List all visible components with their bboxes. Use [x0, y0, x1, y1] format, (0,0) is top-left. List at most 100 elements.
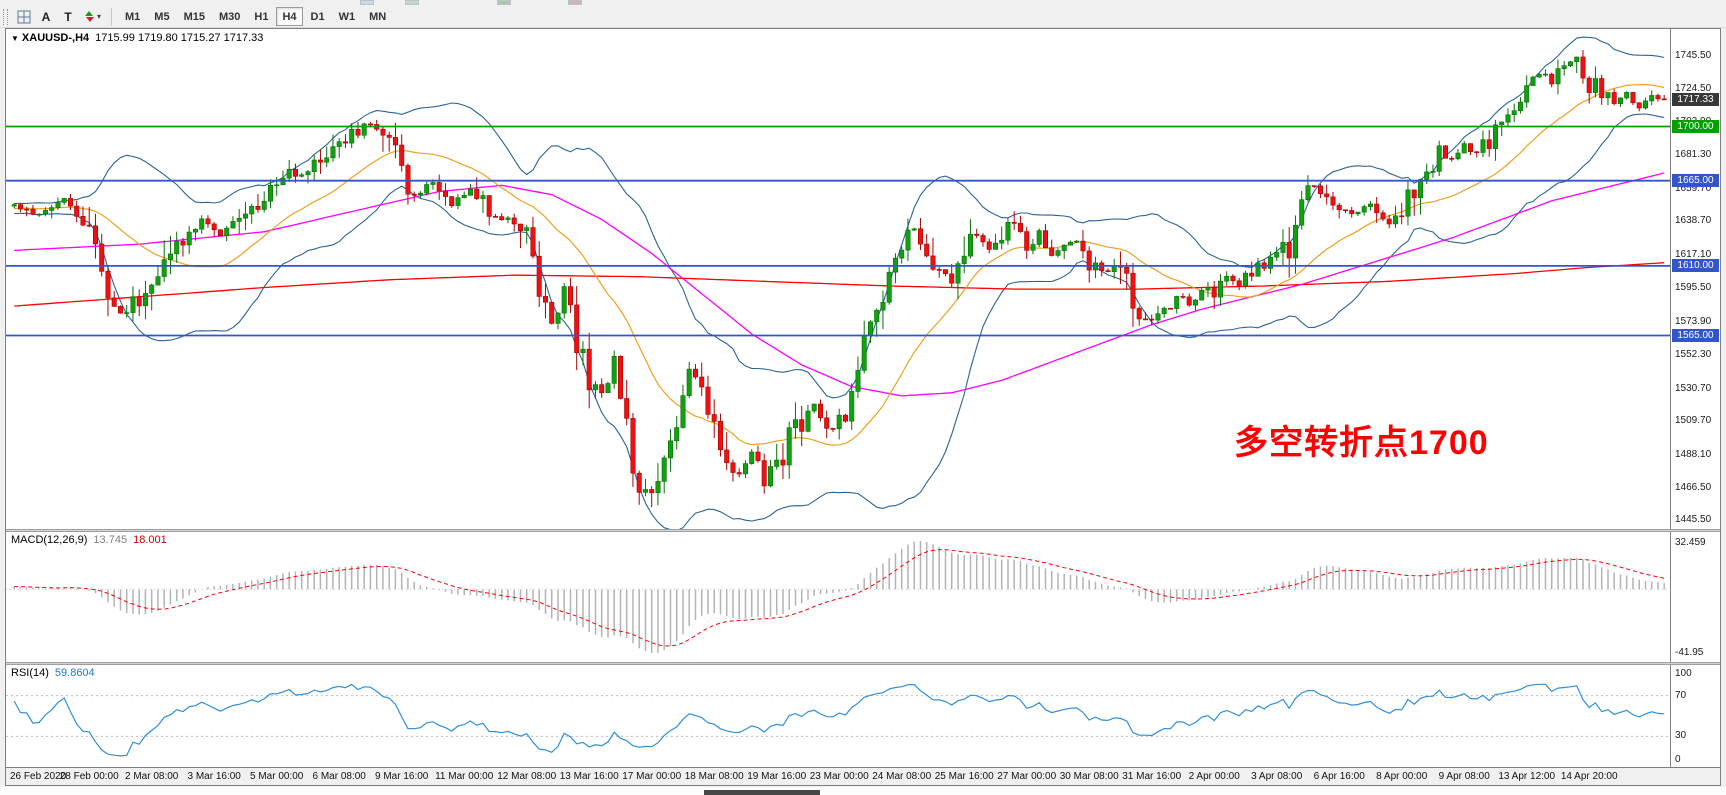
timeframe-button-m1[interactable]: M1: [119, 7, 146, 26]
rsi-axis-tick: 100: [1675, 668, 1692, 679]
timeframe-button-h1[interactable]: H1: [248, 7, 274, 26]
macd-axis-tick: 32.459: [1675, 537, 1706, 548]
price-axis-tick: 1466.50: [1675, 481, 1712, 493]
toolbar-separator: [111, 7, 113, 26]
time-axis-label: 18 Mar 08:00: [684, 771, 744, 782]
moving-averages: [14, 83, 1665, 446]
macd-name: MACD(12,26,9): [11, 534, 88, 546]
price-tag-1565.00: 1565.00: [1672, 329, 1719, 342]
rsi-label: RSI(14) 59.8604: [11, 667, 101, 679]
rsi-chart[interactable]: [6, 665, 1670, 767]
chart-ohlc-readout: 1715.99 1719.80 1715.27 1717.33: [95, 32, 264, 44]
chart-symbol-period: XAUUSD-,H4: [21, 32, 90, 44]
time-axis-label: 25 Mar 16:00: [934, 771, 994, 782]
time-axis-label: 9 Mar 16:00: [375, 771, 429, 782]
time-axis-label: 23 Mar 00:00: [809, 771, 869, 782]
chart-expander-icon[interactable]: ▼: [11, 34, 19, 43]
price-axis-tick: 1638.70: [1675, 215, 1712, 227]
axis-divider: [1670, 665, 1671, 767]
time-axis-label: 19 Mar 16:00: [747, 771, 807, 782]
price-axis-tick: 1745.50: [1675, 50, 1712, 62]
grid-icon: [17, 10, 31, 23]
chart-window: ▼ XAUUSD-,H4 1715.99 1719.80 1715.27 1717.…: [5, 28, 1721, 786]
time-axis-label: 30 Mar 08:00: [1059, 771, 1119, 782]
text-tool-button[interactable]: T: [57, 7, 79, 27]
panel-splitter[interactable]: [6, 662, 1720, 665]
rsi-axis-tick: 30: [1675, 730, 1687, 742]
time-axis-label: 27 Mar 00:00: [997, 771, 1057, 782]
macd-signal-value: 18.001: [133, 534, 167, 546]
cropped-icon: [360, 0, 374, 5]
arrow-tools-button[interactable]: ▾: [79, 7, 105, 27]
taskbar-fragment: [704, 790, 820, 795]
price-axis[interactable]: 1745.501724.501702.901681.301659.701638.…: [1671, 29, 1720, 529]
rsi-axis-tick: 70: [1675, 689, 1687, 701]
time-axis-label: 31 Mar 16:00: [1122, 771, 1182, 782]
annotation-text[interactable]: 多空转折点1700: [1234, 424, 1489, 462]
rsi-name: RSI(14): [11, 667, 49, 679]
price-axis-tick: 1573.90: [1675, 315, 1712, 327]
price-axis-tick: 1724.50: [1675, 82, 1712, 94]
chart-title: ▼ XAUUSD-,H4 1715.99 1719.80 1715.27 1717.…: [11, 32, 263, 44]
time-axis-label: 17 Mar 00:00: [622, 771, 682, 782]
price-axis-tick: 1445.50: [1675, 514, 1712, 526]
time-axis-label: 28 Feb 00:00: [59, 771, 119, 782]
timeframe-button-w1[interactable]: W1: [333, 7, 362, 26]
toolbar: A T ▾ M1 M5 M15 M30 H1 H4 D1 W1 MN: [0, 6, 1726, 28]
candlestick-chart[interactable]: [6, 29, 1670, 529]
chart-grid-button[interactable]: [13, 7, 35, 27]
axis-divider: [1670, 532, 1671, 662]
timeframe-toolbar: M1 M5 M15 M30 H1 H4 D1 W1 MN: [118, 7, 393, 26]
time-axis-label: 2 Mar 08:00: [125, 771, 179, 782]
time-axis-label: 26 Feb 2020: [10, 771, 67, 782]
rsi-value: 59.8604: [54, 667, 95, 679]
price-axis-tick: 1595.50: [1675, 282, 1712, 294]
price-axis-tick: 1659.70: [1675, 182, 1712, 194]
toolbar-grip[interactable]: [3, 8, 8, 25]
price-axis-tick: 1488.10: [1675, 448, 1712, 460]
time-axis-label: 13 Mar 16:00: [559, 771, 619, 782]
time-axis-label: 2 Apr 00:00: [1188, 771, 1240, 782]
price-axis-tick: 1681.30: [1675, 149, 1712, 161]
time-axis-label: 3 Apr 08:00: [1251, 771, 1303, 782]
text-label-button[interactable]: A: [35, 7, 57, 27]
candles-layer: [11, 49, 1667, 508]
timeframe-button-mn[interactable]: MN: [363, 7, 392, 26]
panel-splitter[interactable]: [6, 529, 1720, 532]
time-axis-label: 6 Mar 08:00: [312, 771, 366, 782]
current-price-tag: 1717.33: [1672, 93, 1719, 107]
time-axis-label: 24 Mar 08:00: [872, 771, 932, 782]
time-axis-label: 8 Apr 00:00: [1376, 771, 1428, 782]
axis-divider: [1670, 29, 1671, 529]
cropped-toolbar-row: [0, 0, 1726, 6]
arrows-icon: [85, 11, 94, 22]
horizontal-lines[interactable]: [6, 125, 1670, 337]
time-axis-label: 9 Apr 08:00: [1438, 771, 1490, 782]
timeframe-button-m15[interactable]: M15: [178, 7, 211, 26]
time-axis-label: 6 Apr 16:00: [1313, 771, 1365, 782]
macd-axis[interactable]: 32.459 -41.95: [1671, 532, 1720, 662]
time-axis-label: 14 Apr 20:00: [1560, 771, 1618, 782]
dropdown-caret-icon: ▾: [97, 12, 102, 21]
rsi-axis[interactable]: 100 70 30 0: [1671, 665, 1720, 767]
time-axis-label: 11 Mar 00:00: [435, 771, 494, 782]
time-axis-label: 12 Mar 08:00: [497, 771, 557, 782]
price-tag-1700.00: 1700.00: [1672, 120, 1719, 134]
macd-panel: MACD(12,26,9) 13.745 18.001 32.459 -41.95: [6, 532, 1720, 662]
price-tag-1665.00: 1665.00: [1672, 174, 1719, 188]
price-axis-tick: 1617.10: [1675, 248, 1712, 260]
timeframe-button-m30[interactable]: M30: [213, 7, 246, 26]
timeframe-button-h4[interactable]: H4: [276, 7, 303, 26]
time-axis[interactable]: 26 Feb 2020 28 Feb 00:00 2 Mar 08:00 3 Mar …: [6, 767, 1720, 785]
cropped-icon: [568, 0, 582, 5]
macd-label: MACD(12,26,9) 13.745 18.001: [11, 534, 173, 546]
price-tag-1610.00: 1610.00: [1672, 259, 1719, 273]
macd-axis-tick: -41.95: [1675, 647, 1704, 658]
macd-chart[interactable]: [6, 532, 1670, 662]
price-chart-panel: ▼ XAUUSD-,H4 1715.99 1719.80 1715.27 1717.…: [6, 29, 1720, 529]
cropped-icon: [405, 0, 419, 5]
timeframe-button-d1[interactable]: D1: [305, 7, 331, 26]
timeframe-button-m5[interactable]: M5: [148, 7, 175, 26]
price-axis-tick: 1552.30: [1675, 349, 1712, 361]
